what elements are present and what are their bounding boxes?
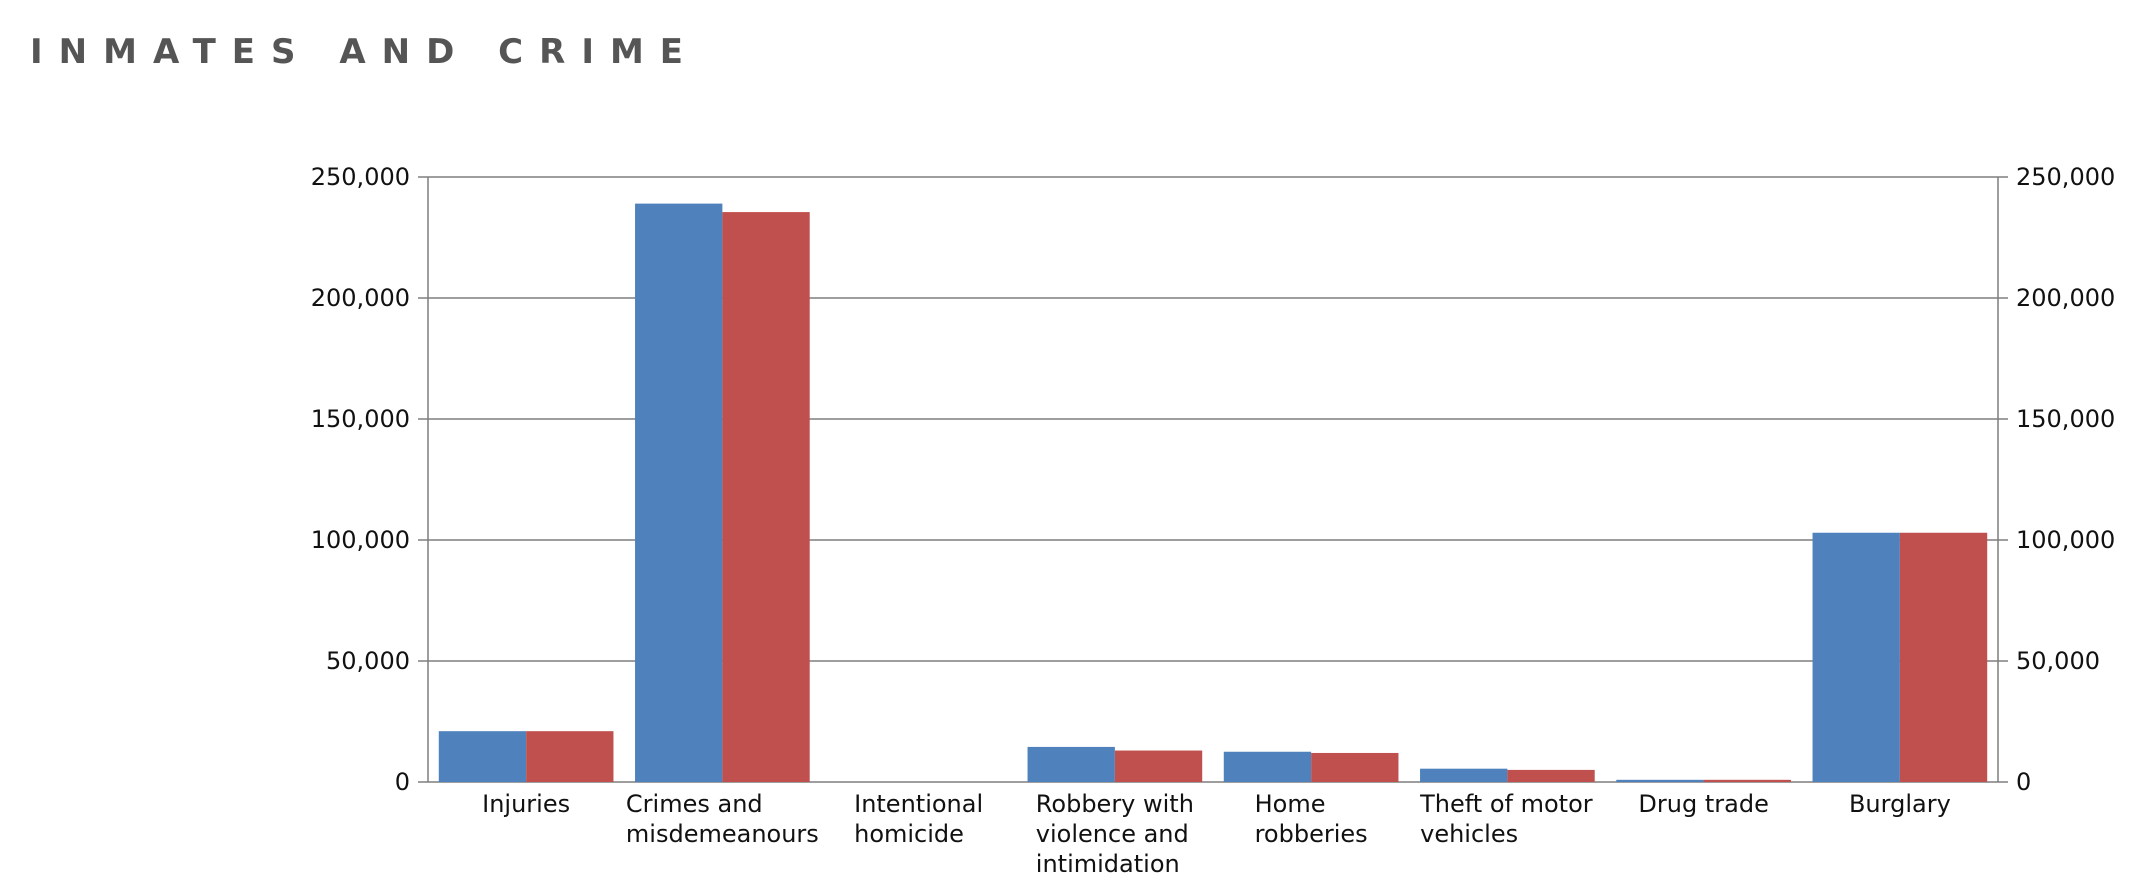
bar-series-2 <box>1507 769 1595 782</box>
y-tick-label-left: 0 <box>395 768 410 796</box>
y-axis-left-ticks: 0 50,000 100,000 150,000 200,000 250,000 <box>311 163 410 796</box>
y-tick-label-left: 100,000 <box>311 526 410 554</box>
bar-series-1 <box>438 731 527 782</box>
chart-title: INMATES AND CRIME <box>30 32 700 72</box>
bar-series-1 <box>1420 768 1508 782</box>
bar-series-2 <box>722 212 810 783</box>
x-category-label: Injuries <box>482 790 570 818</box>
bar-series-2 <box>1899 532 1988 782</box>
bar-series-1 <box>635 203 723 782</box>
y-tick-label-right: 150,000 <box>2016 405 2115 433</box>
y-tick-label-left: 50,000 <box>326 647 410 675</box>
x-category-label: Intentional homicide <box>854 790 983 848</box>
y-tick-label-right: 250,000 <box>2016 163 2115 191</box>
x-category-label: Burglary <box>1849 790 1951 818</box>
x-axis-categories: Injuries Crimes and misdemeanours Intention… <box>482 790 1951 878</box>
x-category-label: Theft of motor vehicles <box>1419 790 1593 848</box>
x-category-label: Crimes and misdemeanours <box>626 790 819 848</box>
bar-series-1 <box>1027 746 1115 782</box>
bars <box>438 203 1988 783</box>
bar-series-1 <box>1812 532 1900 782</box>
y-axis-right-ticks: 0 50,000 100,000 150,000 200,000 250,000 <box>2016 163 2115 796</box>
bar-series-2 <box>526 731 614 782</box>
y-tick-label-left: 150,000 <box>311 405 410 433</box>
y-tick-label-left: 200,000 <box>311 284 410 312</box>
y-tick-label-right: 0 <box>2016 768 2031 796</box>
x-category-label: Robbery with violence and intimidation <box>1036 790 1194 878</box>
y-tick-label-right: 100,000 <box>2016 526 2115 554</box>
bar-series-2 <box>1311 752 1399 782</box>
bar-series-2 <box>1114 750 1203 782</box>
x-category-label: Home robberies <box>1255 790 1368 848</box>
bar-series-1 <box>1616 779 1704 782</box>
bar-series-2 <box>1703 779 1791 782</box>
x-category-label: Drug trade <box>1638 790 1768 818</box>
y-tick-label-right: 200,000 <box>2016 284 2115 312</box>
y-tick-label-right: 50,000 <box>2016 647 2100 675</box>
bar-series-1 <box>1223 751 1312 782</box>
y-tick-label-left: 250,000 <box>311 163 410 191</box>
